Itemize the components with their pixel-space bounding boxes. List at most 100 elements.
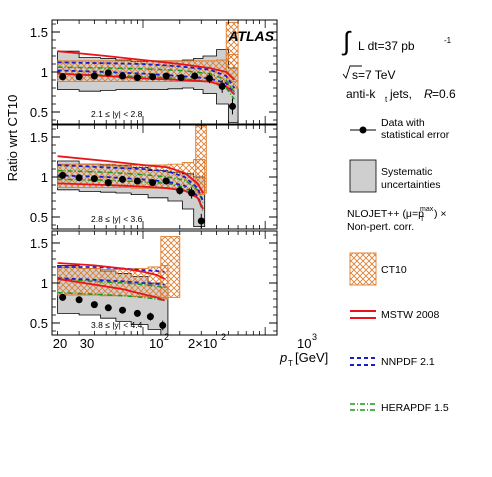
data-point xyxy=(188,189,196,197)
data-point xyxy=(119,175,127,183)
y-tick-label: 0.5 xyxy=(30,105,48,120)
legend-mstw-label: MSTW 2008 xyxy=(381,309,440,321)
jets-suffix: jets, xyxy=(389,87,412,101)
x-tick-30: 30 xyxy=(80,336,94,351)
x-axis-label-sub: T xyxy=(288,359,293,368)
data-point xyxy=(162,72,170,80)
data-point xyxy=(119,306,127,314)
nnpdf-upper-curve xyxy=(57,61,236,89)
y-tick-label: 1.5 xyxy=(30,236,48,251)
mstw-upper-curve xyxy=(57,50,236,81)
lumi-text: L dt=37 pb xyxy=(358,39,415,53)
data-point xyxy=(90,72,98,80)
legend-ct10-label: CT10 xyxy=(381,264,407,276)
legend-theory-line1-sub: T xyxy=(420,216,425,223)
data-point xyxy=(177,74,185,82)
radius-val: =0.6 xyxy=(432,87,456,101)
legend-theory-line1-b: ) × xyxy=(434,208,447,220)
nnpdf-lower-curve xyxy=(57,277,165,286)
x-tick-1000: 10 3 xyxy=(297,332,317,351)
y-tick-label: 1.5 xyxy=(30,130,48,145)
panel-2-plot xyxy=(57,125,207,229)
jets-sub: t xyxy=(385,95,388,104)
data-point xyxy=(176,187,184,195)
herapdf-lower-curve xyxy=(57,291,165,302)
data-point xyxy=(75,296,83,304)
atlas-label: ATLAS xyxy=(227,28,274,44)
x-tick-1000-base: 10 xyxy=(297,336,311,351)
data-point xyxy=(133,309,141,317)
data-point xyxy=(133,74,141,82)
mstw-lower-curve xyxy=(57,278,165,302)
legend-hera-label: HERAPDF 1.5 xyxy=(381,402,449,414)
x-tick-20: 20 xyxy=(53,336,67,351)
rapidity-label: 3.8 ≤ |y| < 4.4 xyxy=(91,320,143,330)
x-axis-label-unit: [GeV] xyxy=(295,350,328,365)
rapidity-label: 2.1 ≤ |y| < 2.8 xyxy=(91,109,143,119)
data-point xyxy=(75,73,83,81)
mstw-upper-curve xyxy=(57,155,204,194)
data-point xyxy=(104,304,112,312)
legend: Data with statistical error Systematic u… xyxy=(347,117,450,414)
panel-1: 0.5 1 1.5 2.1 ≤ |y| < 2.8 ATLAS xyxy=(30,19,278,125)
radius-var: R xyxy=(424,87,433,101)
data-point xyxy=(205,74,213,82)
y-axis-label: Ratio wrt CT10 xyxy=(5,95,20,182)
data-point xyxy=(59,171,67,179)
data-point xyxy=(162,177,170,185)
y-tick-label: 1 xyxy=(41,65,48,80)
data-point xyxy=(133,177,141,185)
legend-entry-mstw: MSTW 2008 xyxy=(350,309,440,321)
x-tick-1000-exp: 3 xyxy=(312,332,317,342)
ct10-band-extra xyxy=(160,236,181,298)
legend-theory-line1-a: NLOJET++ (μ=p xyxy=(347,208,424,220)
data-point xyxy=(104,179,112,187)
legend-syst-line1: Systematic xyxy=(381,166,432,178)
legend-nnpdf-label: NNPDF 2.1 xyxy=(381,356,435,368)
data-point xyxy=(159,321,167,329)
x-tick-200: 2×10 2 xyxy=(188,332,226,351)
mstw-upper-curve xyxy=(57,262,165,280)
legend-entry-ct10: CT10 xyxy=(349,252,407,286)
data-point xyxy=(218,82,226,90)
y-tick-label: 0.5 xyxy=(30,316,48,331)
rapidity-label: 2.8 ≤ |y| < 3.6 xyxy=(91,214,143,224)
panels: 0.5 1 1.5 2.1 ≤ |y| < 2.8 ATLAS 0.5 1 1.5 2.8 ≤ … xyxy=(30,19,278,336)
panel-2: 0.5 1 1.5 2.8 ≤ |y| < 3.6 xyxy=(30,124,278,230)
y-tick-label: 0.5 xyxy=(30,210,48,225)
x-tick-100-base: 10 xyxy=(149,336,163,351)
data-point xyxy=(104,69,112,77)
x-tick-100: 10 2 xyxy=(149,332,169,351)
lumi-exp: -1 xyxy=(444,36,452,45)
data-point xyxy=(90,301,98,309)
legend-ct10-swatch xyxy=(349,252,377,286)
panel-1-plot xyxy=(57,21,239,123)
data-point xyxy=(191,72,199,80)
legend-data-line1: Data with xyxy=(381,117,425,129)
run-info: ∫ L dt=37 pb -1 s=7 TeV anti-k t jets, R… xyxy=(341,26,456,104)
y-tick-label: 1 xyxy=(41,170,48,185)
data-point xyxy=(149,179,157,187)
x-axis-label-p: p xyxy=(279,350,287,365)
data-point xyxy=(90,175,98,183)
herapdf-upper-curve xyxy=(57,278,165,289)
herapdf-upper-curve xyxy=(57,169,204,203)
data-point xyxy=(197,217,205,225)
herapdf-upper-curve xyxy=(57,66,236,93)
legend-theory-line2: Non-pert. corr. xyxy=(347,221,414,233)
legend-entry-herapdf: HERAPDF 1.5 xyxy=(350,402,449,414)
x-tick-100-exp: 2 xyxy=(164,332,169,342)
legend-entry-data: Data with statistical error xyxy=(350,117,450,141)
panel-3-plot xyxy=(57,236,181,335)
data-point xyxy=(119,72,127,80)
data-point xyxy=(149,73,157,81)
legend-syst-line2: uncertainties xyxy=(381,179,441,191)
legend-theory-note: NLOJET++ (μ=p max T ) × Non-pert. corr. xyxy=(347,206,447,233)
sqrt-sign xyxy=(342,65,362,79)
y-tick-label: 1.5 xyxy=(30,25,48,40)
x-tick-200-exp: 2 xyxy=(221,332,226,342)
data-point xyxy=(59,293,67,301)
legend-data-marker xyxy=(359,126,367,134)
legend-entry-nnpdf: NNPDF 2.1 xyxy=(350,356,435,368)
